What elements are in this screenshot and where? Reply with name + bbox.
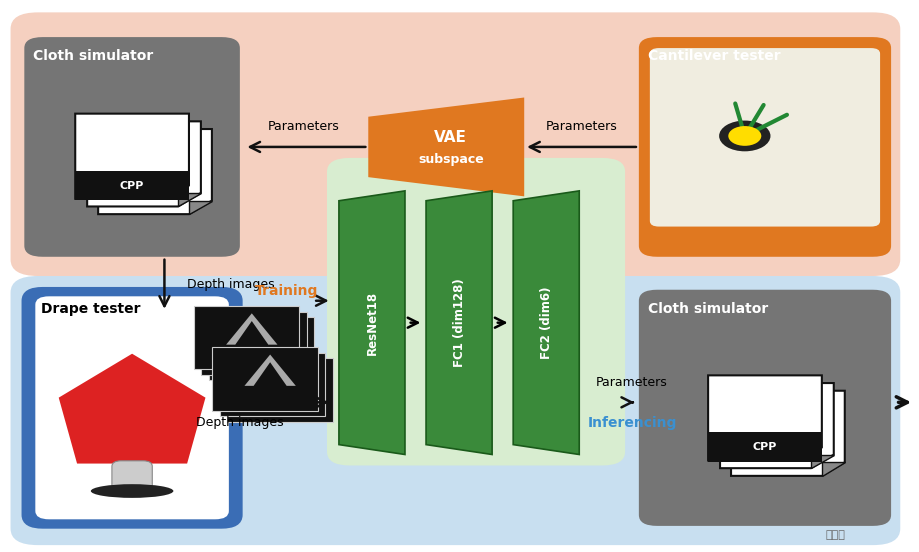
Polygon shape (720, 383, 833, 468)
Polygon shape (731, 391, 844, 476)
FancyBboxPatch shape (649, 48, 879, 226)
Text: Inferencing: Inferencing (586, 416, 676, 430)
FancyBboxPatch shape (326, 158, 624, 465)
Text: CPP: CPP (119, 181, 144, 190)
Polygon shape (822, 462, 844, 476)
Polygon shape (338, 191, 404, 454)
Text: Parameters: Parameters (268, 120, 340, 133)
Polygon shape (226, 314, 278, 344)
Text: Depth images: Depth images (187, 278, 275, 291)
Polygon shape (75, 114, 188, 199)
Circle shape (719, 120, 769, 151)
Text: Cloth simulator: Cloth simulator (33, 49, 153, 63)
Circle shape (728, 126, 761, 146)
Text: Drape tester: Drape tester (40, 302, 141, 316)
FancyBboxPatch shape (638, 37, 891, 257)
Text: VAE: VAE (434, 130, 467, 145)
Ellipse shape (91, 484, 173, 498)
FancyBboxPatch shape (24, 37, 240, 257)
Text: FC1 (dim128): FC1 (dim128) (452, 278, 465, 367)
Text: Training: Training (255, 284, 317, 298)
Polygon shape (799, 447, 821, 460)
Text: Cantilever tester: Cantilever tester (647, 49, 780, 63)
Text: 量子位: 量子位 (824, 529, 845, 540)
Text: Depth images: Depth images (196, 416, 283, 429)
FancyBboxPatch shape (708, 432, 821, 462)
FancyBboxPatch shape (75, 171, 188, 200)
Polygon shape (708, 375, 821, 460)
Polygon shape (811, 454, 833, 468)
FancyBboxPatch shape (227, 358, 332, 422)
FancyBboxPatch shape (201, 312, 307, 375)
Text: ResNet18: ResNet18 (365, 290, 378, 355)
Polygon shape (166, 185, 188, 199)
FancyBboxPatch shape (24, 290, 240, 526)
Polygon shape (59, 354, 205, 464)
FancyBboxPatch shape (10, 276, 900, 545)
Polygon shape (98, 129, 211, 214)
Polygon shape (178, 193, 200, 206)
FancyBboxPatch shape (112, 461, 153, 491)
Polygon shape (425, 191, 492, 454)
Text: Parameters: Parameters (545, 120, 617, 133)
FancyBboxPatch shape (10, 12, 900, 276)
Polygon shape (87, 121, 200, 206)
FancyBboxPatch shape (638, 290, 891, 526)
FancyBboxPatch shape (194, 306, 300, 369)
Text: Parameters: Parameters (596, 375, 667, 389)
Polygon shape (244, 354, 296, 386)
Polygon shape (513, 191, 579, 454)
Text: FC2 (dim6): FC2 (dim6) (539, 286, 552, 359)
Text: subspace: subspace (417, 152, 483, 166)
FancyBboxPatch shape (212, 347, 317, 411)
Text: CPP: CPP (752, 442, 777, 452)
FancyBboxPatch shape (35, 296, 229, 519)
Text: Cloth simulator: Cloth simulator (647, 302, 767, 316)
FancyBboxPatch shape (220, 353, 324, 416)
Polygon shape (368, 98, 524, 197)
FancyBboxPatch shape (209, 317, 313, 380)
Polygon shape (189, 200, 211, 214)
